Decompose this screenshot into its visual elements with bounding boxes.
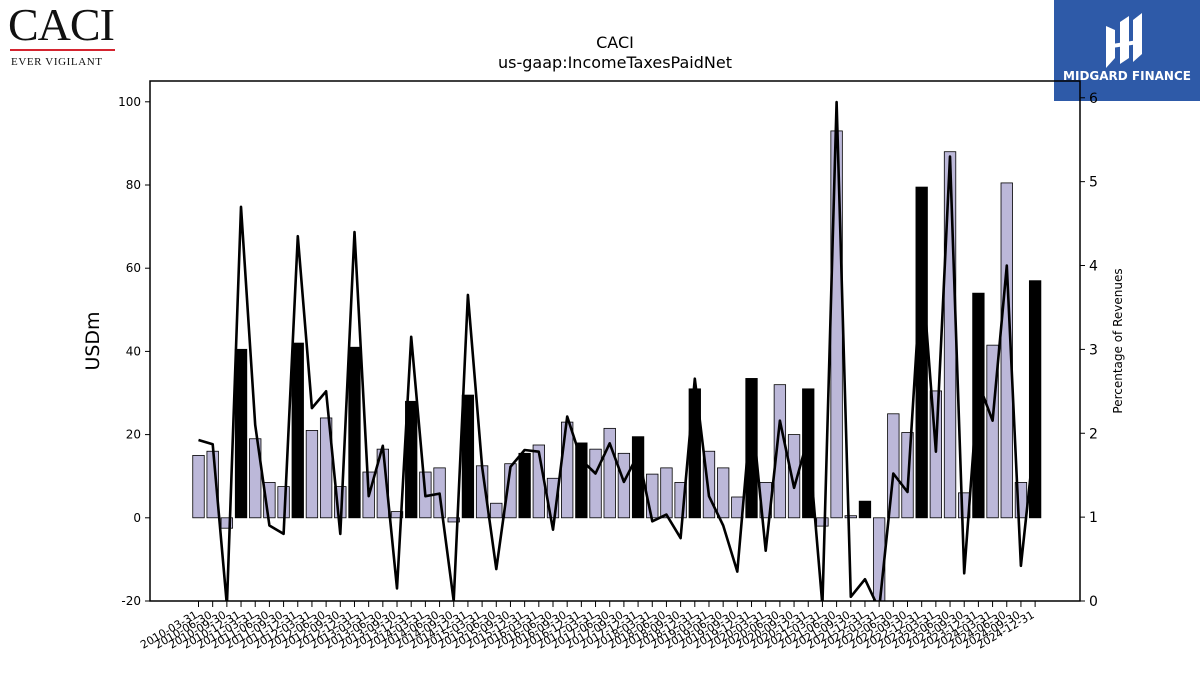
midgard-emblem-icon [1106,13,1142,68]
bar-annual [234,348,248,519]
bar-annual [461,394,475,519]
y-axis: -20 0 20 40 60 80 100 [118,95,150,608]
series-line [198,100,1037,601]
bar-quarter [887,413,900,519]
bar-quarter [830,130,843,519]
bar-annual [1028,280,1042,519]
bar-quarter [603,427,616,519]
y2-tick-label: 6 [1089,91,1098,107]
bar-quarter [447,517,460,523]
bar-quarter [319,417,333,519]
caci-logo-rule [10,49,115,51]
caci-wordmark: CACI [8,0,115,50]
y2-tick-label: 2 [1089,426,1098,442]
y-tick-label: -20 [121,594,141,608]
bar-annual [972,292,985,519]
chart-title: CACI [596,33,634,52]
midgard-finance-name: MIDGARD FINANCE [1063,69,1191,83]
plot-marks [192,100,1042,601]
bar-quarter [660,467,673,519]
y-tick-label: 0 [133,511,141,525]
plot-frame [149,80,1081,602]
bar-quarter [589,448,602,519]
bar-quarter [844,515,857,519]
y-tick-label: 100 [118,95,141,109]
y-tick-label: 40 [126,344,141,358]
caci-logo: CACI EVER VIGILANT [4,0,115,68]
bar-quarter [816,517,829,527]
bar-quarter [1000,182,1013,519]
x-axis: 2010-03-312010-06-302010-09-302010-12-31… [138,601,1037,652]
bar-quarter [787,434,801,519]
bar-annual [348,346,361,519]
midgard-finance-logo: MIDGARD FINANCE [1054,0,1200,101]
y-tick-label: 20 [126,428,141,442]
bar-quarter [702,450,716,519]
bar-quarter [390,511,404,519]
bar-quarter [561,421,574,519]
bar-quarter [717,467,730,519]
bar-quarter [490,502,503,519]
bar-quarter [674,482,687,519]
bar-quarter [249,438,262,519]
bar-annual [858,500,872,519]
y2-tick-label: 3 [1089,342,1098,358]
y2-tick-label: 1 [1089,510,1098,526]
y2-axis-label: Percentage of Revenues [1111,268,1125,413]
bar-quarter [504,463,517,519]
bar-quarter [929,390,943,519]
bar-annual [518,452,531,519]
bar-quarter [986,344,999,519]
bar-annual [291,342,304,519]
y-tick-label: 80 [126,178,141,192]
bar-quarter [220,517,234,529]
y-axis-label: USDm [82,311,104,370]
y2-axis: 0 1 2 3 4 5 6 [1080,91,1098,610]
y2-tick-label: 0 [1089,594,1098,610]
bar-quarter [305,430,319,519]
bar-annual [575,442,588,519]
plot-area [192,100,1042,601]
bar-quarter [617,452,631,519]
bar-annual [915,186,928,519]
bar-annual [745,378,758,519]
caci-tagline: EVER VIGILANT [11,56,103,68]
bar-quarter [943,151,957,519]
y2-tick-label: 5 [1089,175,1098,191]
bar-quarter [192,454,205,519]
y-tick-label: 60 [126,261,141,275]
chart-subtitle: us-gaap:IncomeTaxesPaidNet [498,53,732,72]
y2-tick-label: 4 [1089,259,1098,275]
